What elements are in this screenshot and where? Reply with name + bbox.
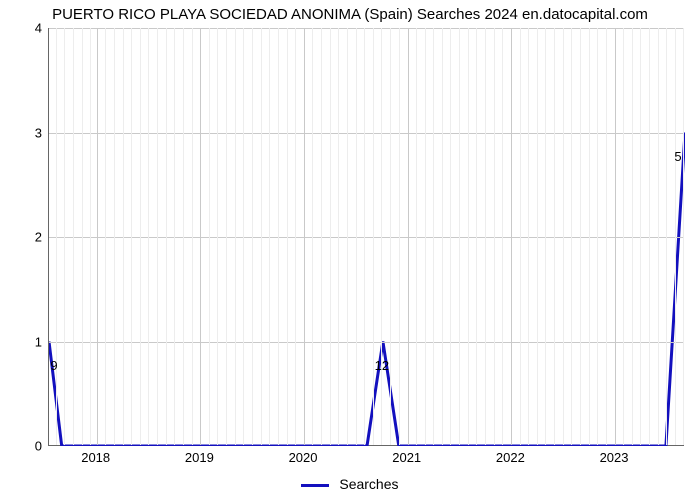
gridline-v-minor bbox=[425, 28, 426, 445]
gridline-v-minor bbox=[528, 28, 529, 445]
gridline-v-minor bbox=[174, 28, 175, 445]
gridline-v-minor bbox=[640, 28, 641, 445]
gridline-v-minor bbox=[114, 28, 115, 445]
gridline-v-minor bbox=[278, 28, 279, 445]
gridline-v-minor bbox=[623, 28, 624, 445]
chart-container: PUERTO RICO PLAYA SOCIEDAD ANONIMA (Spai… bbox=[0, 0, 700, 500]
gridline-v-minor bbox=[82, 28, 83, 445]
gridline-v-major bbox=[97, 28, 98, 445]
gridline-v-minor bbox=[312, 28, 313, 445]
gridline-v-minor bbox=[545, 28, 546, 445]
gridline-v-minor bbox=[157, 28, 158, 445]
legend: Searches bbox=[0, 476, 700, 492]
gridline-v-minor bbox=[580, 28, 581, 445]
gridline-v-minor bbox=[123, 28, 124, 445]
gridline-v-minor bbox=[148, 28, 149, 445]
gridline-v-minor bbox=[56, 28, 57, 445]
gridline-v-minor bbox=[494, 28, 495, 445]
gridline-v-minor bbox=[537, 28, 538, 445]
gridline-v-minor bbox=[632, 28, 633, 445]
x-tick-label: 2022 bbox=[496, 450, 525, 465]
gridline-v-minor bbox=[192, 28, 193, 445]
gridline-v-minor bbox=[226, 28, 227, 445]
y-tick-label: 2 bbox=[12, 230, 42, 245]
point-label: 5 bbox=[674, 149, 681, 164]
gridline-v-major bbox=[511, 28, 512, 445]
y-tick-label: 3 bbox=[12, 125, 42, 140]
gridline-v-minor bbox=[571, 28, 572, 445]
gridline-v-minor bbox=[269, 28, 270, 445]
gridline-v-minor bbox=[520, 28, 521, 445]
gridline-v-minor bbox=[140, 28, 141, 445]
gridline-v-minor bbox=[347, 28, 348, 445]
x-tick-label: 2019 bbox=[185, 450, 214, 465]
gridline-v-minor bbox=[217, 28, 218, 445]
gridline-v-minor bbox=[554, 28, 555, 445]
gridline-v-minor bbox=[261, 28, 262, 445]
plot-area bbox=[48, 28, 684, 446]
gridline-v-minor bbox=[675, 28, 676, 445]
point-label: 12 bbox=[375, 358, 389, 373]
gridline-v-major bbox=[615, 28, 616, 445]
x-tick-label: 2021 bbox=[392, 450, 421, 465]
point-label: 9 bbox=[50, 358, 57, 373]
legend-swatch bbox=[301, 484, 329, 487]
gridline-v-minor bbox=[649, 28, 650, 445]
gridline-v-minor bbox=[381, 28, 382, 445]
chart-title: PUERTO RICO PLAYA SOCIEDAD ANONIMA (Spai… bbox=[0, 6, 700, 23]
gridline-v-minor bbox=[338, 28, 339, 445]
gridline-v-minor bbox=[606, 28, 607, 445]
gridline-v-minor bbox=[666, 28, 667, 445]
gridline-v-minor bbox=[450, 28, 451, 445]
gridline-v-minor bbox=[597, 28, 598, 445]
gridline-v-minor bbox=[459, 28, 460, 445]
gridline-v-minor bbox=[166, 28, 167, 445]
gridline-v-minor bbox=[390, 28, 391, 445]
gridline-v-minor bbox=[209, 28, 210, 445]
gridline-v-minor bbox=[356, 28, 357, 445]
gridline-v-minor bbox=[399, 28, 400, 445]
gridline-v-minor bbox=[485, 28, 486, 445]
x-tick-label: 2023 bbox=[600, 450, 629, 465]
gridline-v-minor bbox=[252, 28, 253, 445]
gridline-v-minor bbox=[468, 28, 469, 445]
x-tick-label: 2020 bbox=[289, 450, 318, 465]
gridline-v-minor bbox=[235, 28, 236, 445]
gridline-v-minor bbox=[183, 28, 184, 445]
gridline-v-minor bbox=[321, 28, 322, 445]
gridline-v-minor bbox=[658, 28, 659, 445]
gridline-v-minor bbox=[442, 28, 443, 445]
gridline-v-minor bbox=[90, 28, 91, 445]
gridline-v-minor bbox=[330, 28, 331, 445]
gridline-v-major bbox=[304, 28, 305, 445]
gridline-v-minor bbox=[73, 28, 74, 445]
gridline-v-minor bbox=[502, 28, 503, 445]
gridline-v-minor bbox=[287, 28, 288, 445]
gridline-v-minor bbox=[683, 28, 684, 445]
gridline-v-major bbox=[408, 28, 409, 445]
gridline-v-minor bbox=[243, 28, 244, 445]
gridline-v-minor bbox=[131, 28, 132, 445]
gridline-v-minor bbox=[416, 28, 417, 445]
gridline-v-minor bbox=[105, 28, 106, 445]
gridline-v-minor bbox=[295, 28, 296, 445]
gridline-v-minor bbox=[589, 28, 590, 445]
series-line bbox=[49, 133, 685, 447]
gridline-v-minor bbox=[563, 28, 564, 445]
x-tick-label: 2018 bbox=[81, 450, 110, 465]
y-tick-label: 1 bbox=[12, 334, 42, 349]
gridline-v-minor bbox=[64, 28, 65, 445]
y-tick-label: 4 bbox=[12, 21, 42, 36]
gridline-v-minor bbox=[433, 28, 434, 445]
gridline-v-major bbox=[200, 28, 201, 445]
gridline-v-minor bbox=[373, 28, 374, 445]
gridline-v-minor bbox=[364, 28, 365, 445]
y-tick-label: 0 bbox=[12, 439, 42, 454]
legend-label: Searches bbox=[339, 476, 398, 492]
gridline-v-minor bbox=[476, 28, 477, 445]
